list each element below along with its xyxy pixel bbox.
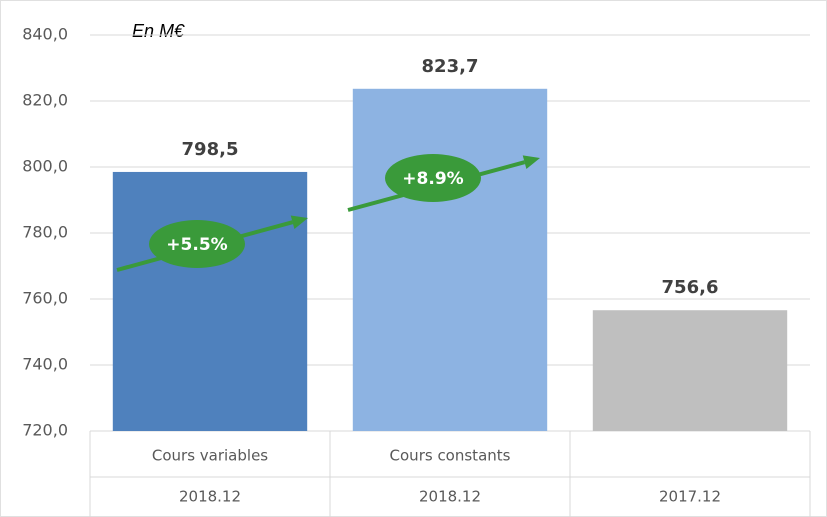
bar <box>112 171 308 431</box>
x-period-label: 2018.12 <box>179 488 241 506</box>
y-tick-label: 780,0 <box>22 223 68 242</box>
y-tick-label: 720,0 <box>22 421 68 440</box>
unit-note: En M€ <box>132 21 185 41</box>
value-label: 756,6 <box>662 277 719 298</box>
x-period-label: 2017.12 <box>659 488 721 506</box>
annotation: +8.9% <box>402 169 463 189</box>
annotation-badge <box>385 154 481 202</box>
x-tick-label: Cours variables <box>152 447 268 465</box>
arrow-head <box>522 155 540 169</box>
bar <box>352 88 548 431</box>
annotation-badge <box>149 220 245 268</box>
value-label: 798,5 <box>182 139 239 160</box>
y-tick-label: 840,0 <box>22 25 68 44</box>
y-tick-label: 740,0 <box>22 355 68 374</box>
x-tick-label: Cours constants <box>390 447 511 465</box>
bar <box>592 310 788 431</box>
y-tick-label: 820,0 <box>22 91 68 110</box>
arrow-head <box>290 215 308 229</box>
annotation: +5.5% <box>166 235 227 255</box>
value-label: 823,7 <box>422 56 479 77</box>
y-tick-label: 760,0 <box>22 289 68 308</box>
x-period-label: 2018.12 <box>419 488 481 506</box>
y-tick-label: 800,0 <box>22 157 68 176</box>
